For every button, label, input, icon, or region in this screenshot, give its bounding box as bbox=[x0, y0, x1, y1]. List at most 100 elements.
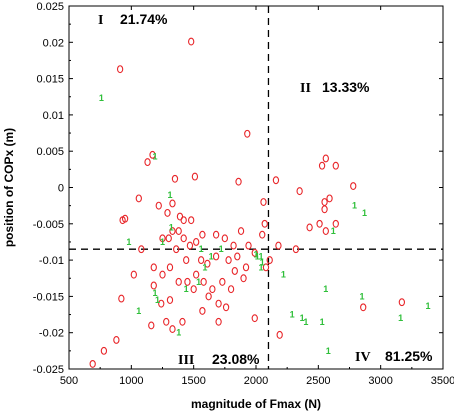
data-point-red bbox=[242, 263, 250, 272]
quadrant-percent: 13.33% bbox=[322, 79, 370, 95]
data-point-red bbox=[251, 248, 258, 257]
data-point-green: 1 bbox=[126, 237, 131, 247]
data-point-red bbox=[215, 299, 222, 308]
data-point-green: 1 bbox=[258, 251, 263, 261]
quadrant-percent: 81.25% bbox=[385, 348, 433, 364]
data-point-red bbox=[244, 129, 251, 138]
data-point-red bbox=[398, 298, 406, 307]
data-point-red bbox=[175, 277, 182, 286]
data-point-red bbox=[321, 198, 328, 206]
data-point-green: 1 bbox=[320, 317, 325, 327]
data-point-green: 1 bbox=[331, 226, 336, 236]
data-point-green: 1 bbox=[359, 291, 364, 301]
data-point-green: 1 bbox=[155, 295, 160, 305]
data-point-red bbox=[350, 182, 357, 190]
data-point-red bbox=[169, 227, 176, 236]
data-point-red bbox=[176, 212, 184, 221]
data-point-red bbox=[159, 234, 166, 243]
data-point-red bbox=[166, 263, 174, 272]
data-point-red bbox=[113, 336, 120, 344]
data-point-red bbox=[204, 259, 211, 268]
data-point-red bbox=[155, 201, 162, 210]
data-point-red bbox=[272, 176, 280, 185]
data-point-red bbox=[215, 317, 222, 326]
data-point-red bbox=[144, 158, 151, 167]
data-point-green: 1 bbox=[209, 251, 214, 261]
data-point-green: 1 bbox=[196, 277, 201, 287]
data-point-green: 1 bbox=[258, 262, 263, 272]
data-point-red bbox=[183, 256, 190, 265]
data-point-red bbox=[179, 317, 186, 326]
data-point-red bbox=[197, 256, 205, 265]
data-point-green: 1 bbox=[426, 301, 431, 311]
y-tick-label: 0.025 bbox=[36, 1, 64, 13]
data-point-red bbox=[360, 303, 367, 312]
axes: 500 1000 1500 2000 2500 3000 3500 -0.025 -0.02 -0… bbox=[33, 1, 454, 387]
data-point-red bbox=[237, 227, 245, 236]
data-point-red bbox=[119, 216, 126, 225]
data-point-red bbox=[89, 359, 96, 368]
x-tick-label: 2500 bbox=[306, 375, 330, 387]
quadrant-labels: I 21.74% II 13.33% III 23.08% IV 81.25% bbox=[98, 11, 433, 368]
data-point-green: 1 bbox=[184, 284, 189, 294]
x-tick-label: 3000 bbox=[368, 375, 392, 387]
y-tick-label: -0.02 bbox=[39, 328, 64, 340]
data-point-green: 1 bbox=[202, 262, 207, 272]
data-point-red bbox=[262, 263, 270, 272]
data-point-green: 1 bbox=[199, 244, 204, 254]
data-point-red bbox=[292, 245, 300, 254]
data-point-red bbox=[260, 198, 267, 206]
data-point-red bbox=[118, 294, 125, 303]
data-point-red bbox=[212, 230, 220, 239]
data-point-red bbox=[186, 241, 194, 250]
data-point-red bbox=[332, 161, 339, 170]
x-tick-label: 500 bbox=[60, 375, 78, 387]
data-point-red bbox=[163, 317, 170, 326]
x-tick-label: 1000 bbox=[119, 375, 143, 387]
data-point-red bbox=[138, 245, 145, 254]
data-point-red bbox=[235, 177, 242, 186]
data-point-red bbox=[212, 252, 220, 261]
data-point-green: 1 bbox=[398, 313, 403, 323]
y-tick-label: -0.015 bbox=[33, 291, 64, 303]
x-axis-label: magnitude of Fmax (N) bbox=[191, 397, 321, 411]
data-point-green: 1 bbox=[253, 249, 258, 259]
data-point-green: 1 bbox=[281, 270, 286, 280]
quadrant-percent: 21.74% bbox=[120, 11, 168, 27]
data-point-green: 1 bbox=[167, 190, 172, 200]
data-point-red bbox=[296, 187, 303, 196]
data-point-red bbox=[173, 245, 180, 254]
data-point-red bbox=[231, 267, 238, 275]
y-tick-label: 0.005 bbox=[36, 146, 64, 158]
data-point-red bbox=[245, 241, 252, 250]
data-point-green: 1 bbox=[290, 310, 295, 320]
data-point-red bbox=[199, 306, 206, 315]
data-point-red bbox=[222, 303, 230, 312]
data-point-red bbox=[184, 277, 191, 286]
data-point-green: 1 bbox=[255, 251, 260, 261]
data-point-green: 1 bbox=[99, 93, 104, 103]
data-point-green: 1 bbox=[136, 306, 141, 316]
data-point-red bbox=[193, 270, 200, 279]
data-point-red bbox=[166, 296, 174, 304]
data-point-red bbox=[175, 227, 182, 236]
data-point-red bbox=[230, 241, 237, 250]
data-point-red bbox=[169, 199, 176, 208]
y-tick-label: 0.01 bbox=[43, 110, 64, 122]
data-point-red bbox=[221, 234, 228, 243]
data-point-green: 1 bbox=[362, 208, 367, 218]
y-tick-label: 0 bbox=[58, 183, 64, 195]
data-point-red bbox=[321, 205, 328, 214]
data-point-red bbox=[188, 216, 195, 225]
data-point-red bbox=[116, 65, 124, 74]
data-point-red bbox=[188, 37, 195, 46]
quadrant-numeral: IV bbox=[355, 350, 371, 365]
data-point-red bbox=[190, 285, 197, 294]
y-tick-label: 0.02 bbox=[43, 37, 64, 49]
data-point-red bbox=[150, 281, 157, 290]
data-point-red bbox=[240, 274, 247, 283]
data-point-green: 1 bbox=[153, 151, 158, 161]
data-point-red bbox=[200, 277, 207, 286]
